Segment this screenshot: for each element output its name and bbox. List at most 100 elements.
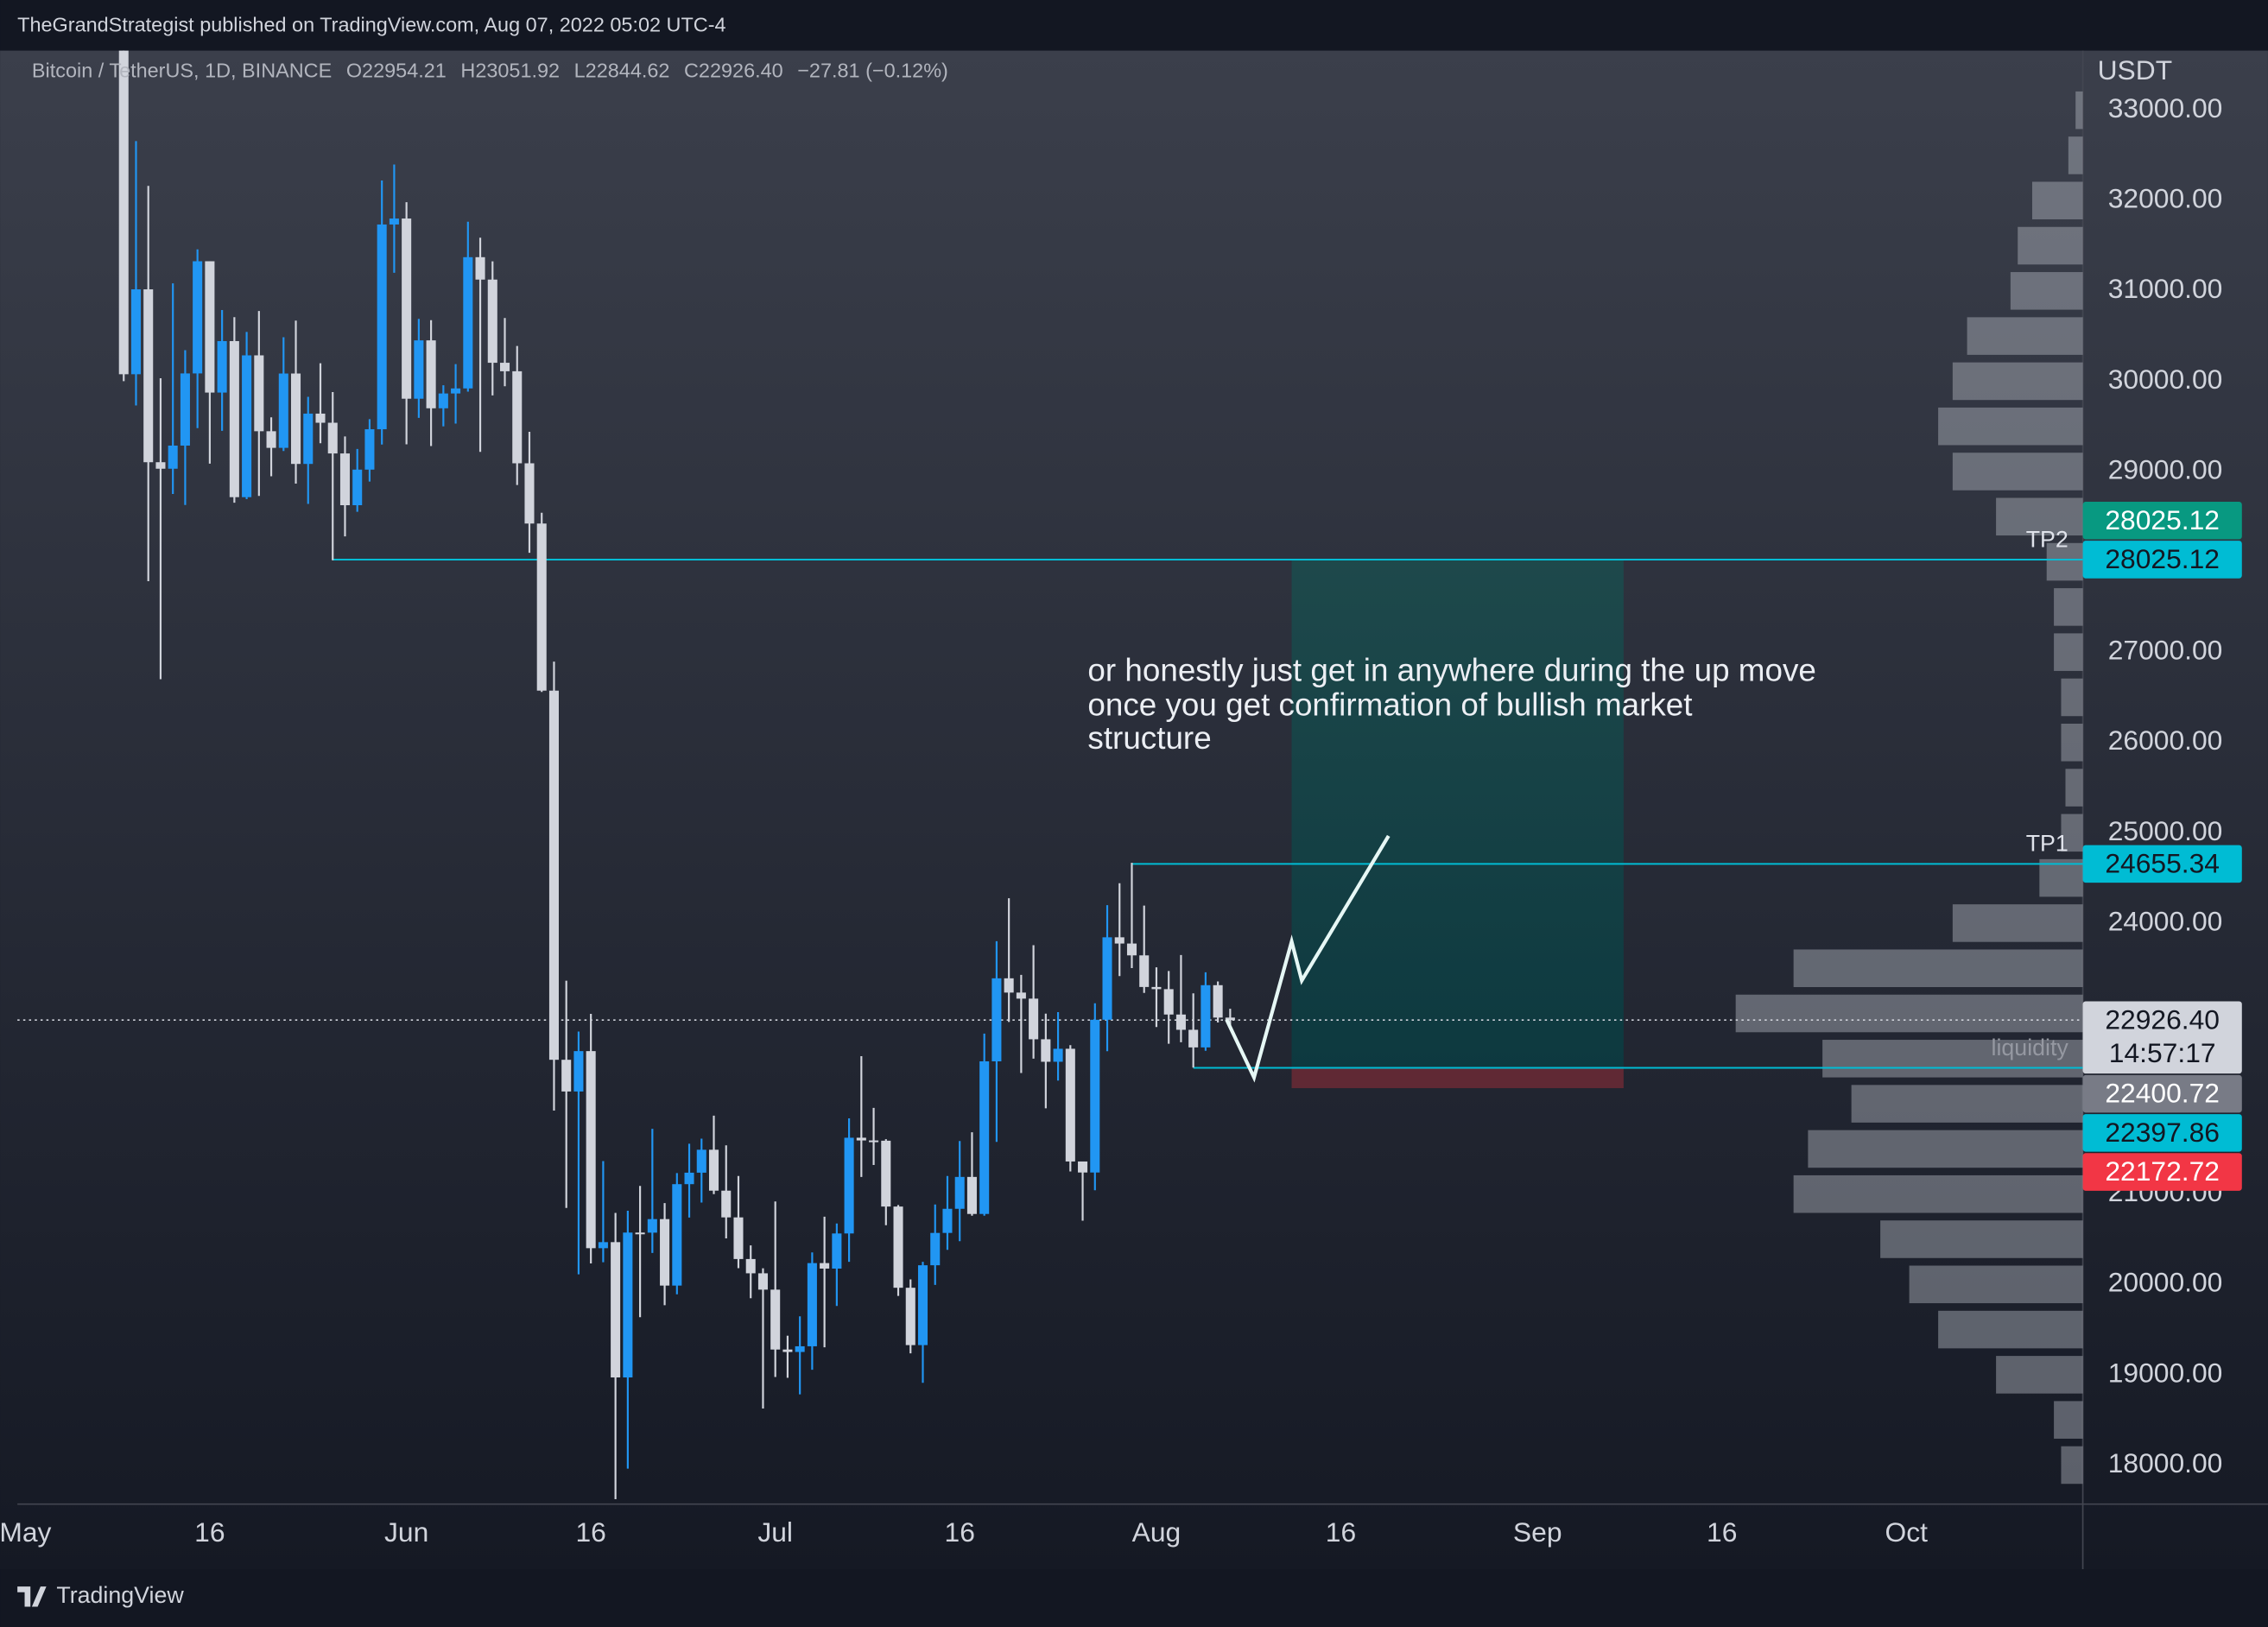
candle-body xyxy=(905,1288,915,1345)
candle-body xyxy=(942,1208,953,1233)
candle-body xyxy=(327,422,338,454)
candle-body xyxy=(451,388,461,394)
candle-body xyxy=(832,1233,842,1269)
x-tick-label: Jul xyxy=(757,1516,793,1548)
candle-body xyxy=(217,340,227,393)
candle-body xyxy=(635,1232,645,1235)
candle-body xyxy=(586,1051,596,1249)
volume-bar xyxy=(1808,1130,2083,1168)
candle-body xyxy=(1139,955,1150,987)
legend-low: L22844.62 xyxy=(574,60,670,82)
candle-body xyxy=(770,1289,781,1350)
candle-body xyxy=(966,1176,977,1214)
candle-body xyxy=(1065,1048,1075,1162)
price-marker-box xyxy=(2082,1001,2242,1074)
x-tick-label: 16 xyxy=(1707,1516,1737,1548)
price-markers: 28025.12 28025.12 24655.34 22926.4014:57:17… xyxy=(2082,501,2242,1191)
candle-body xyxy=(856,1137,866,1141)
candle-body xyxy=(1004,978,1014,993)
candle-body xyxy=(991,978,1002,1061)
candle-body xyxy=(1053,1048,1063,1062)
volume-bar xyxy=(1952,453,2083,491)
candle-body xyxy=(1114,937,1124,944)
legend-close: C22926.40 xyxy=(684,60,783,82)
y-tick-label: 26000.00 xyxy=(2108,725,2223,756)
symbol-legend: Bitcoin / TetherUS, 1D, BINANCE O22954.2… xyxy=(32,60,948,82)
volume-bar xyxy=(2031,181,2083,220)
candle-body xyxy=(1225,1017,1235,1021)
price-marker-box xyxy=(2082,1074,2242,1113)
candle-body xyxy=(721,1190,732,1218)
candle-body xyxy=(143,289,154,463)
level-label: liquidity xyxy=(1992,1035,2069,1060)
volume-bar xyxy=(2065,769,2083,807)
candle-body xyxy=(339,453,350,506)
countdown-label: 14:57:17 xyxy=(2109,1037,2216,1068)
x-tick-label: Sep xyxy=(1513,1516,1562,1548)
candle-body xyxy=(696,1149,706,1173)
volume-bar xyxy=(2061,723,2083,762)
candle-body xyxy=(414,340,424,399)
price-marker-label: 28025.12 xyxy=(2105,504,2220,535)
volume-bar xyxy=(1967,317,2083,355)
x-tick-label: Oct xyxy=(1885,1516,1929,1548)
candle-body xyxy=(278,373,288,448)
candle-body xyxy=(548,690,559,1060)
candle-body xyxy=(315,413,326,423)
volume-bar xyxy=(2039,858,2083,897)
candle-body xyxy=(168,445,178,469)
candle-body xyxy=(844,1137,854,1234)
y-tick-label: 29000.00 xyxy=(2108,453,2223,484)
candle-body xyxy=(917,1265,928,1345)
symbol-title: Bitcoin / TetherUS, 1D, BINANCE xyxy=(32,60,332,82)
level-label: TP2 xyxy=(2026,526,2068,552)
candle-body xyxy=(881,1140,891,1207)
legend-open: O22954.21 xyxy=(346,60,447,82)
candle-body xyxy=(598,1242,608,1249)
x-tick-label: Aug xyxy=(1132,1516,1182,1548)
candle-body xyxy=(291,373,301,465)
volume-bar xyxy=(2068,136,2083,174)
volume-bar xyxy=(1952,362,2083,401)
candle-body xyxy=(118,50,129,375)
candle-body xyxy=(561,1060,572,1092)
candle-body xyxy=(499,363,510,371)
price-marker-box xyxy=(2082,845,2242,883)
y-tick-label: 24000.00 xyxy=(2108,905,2223,936)
candle-body xyxy=(475,256,485,280)
volume-bar xyxy=(2010,272,2083,310)
candle-body xyxy=(377,224,387,430)
annotation-line: structure xyxy=(1087,720,1211,756)
loss-zone xyxy=(1291,1067,1624,1089)
candle-body xyxy=(807,1263,817,1346)
volume-bar xyxy=(1938,407,2083,446)
candle-body xyxy=(869,1140,879,1143)
candle-body xyxy=(1175,1014,1186,1030)
volume-bar xyxy=(2061,814,2083,852)
drawings: TP2 TP1 liquidity xyxy=(17,526,2083,1089)
level-label: TP1 xyxy=(2026,831,2068,857)
y-tick-label: 27000.00 xyxy=(2108,635,2223,666)
price-marker-label: 28025.12 xyxy=(2105,543,2220,574)
candle-body xyxy=(1090,1019,1100,1173)
chart-background xyxy=(0,50,2268,1570)
x-tick-label: May xyxy=(0,1516,51,1548)
x-tick-label: 16 xyxy=(194,1516,225,1548)
candle-body xyxy=(426,340,436,408)
candle-body xyxy=(266,431,276,448)
annotation-line: or honestly just get in anywhere during … xyxy=(1087,652,1815,687)
candle-body xyxy=(979,1060,990,1214)
price-marker-box xyxy=(2082,541,2242,579)
candle-body xyxy=(389,218,399,225)
price-marker-label: 22400.72 xyxy=(2105,1078,2220,1109)
candle-body xyxy=(1102,937,1112,1020)
candle-body xyxy=(352,469,363,506)
candle-body xyxy=(155,462,166,469)
candle-body xyxy=(820,1263,830,1269)
candle-body xyxy=(512,370,523,464)
volume-bar xyxy=(2075,91,2083,130)
candle-body xyxy=(647,1219,657,1233)
volume-bar xyxy=(2054,1401,2083,1439)
